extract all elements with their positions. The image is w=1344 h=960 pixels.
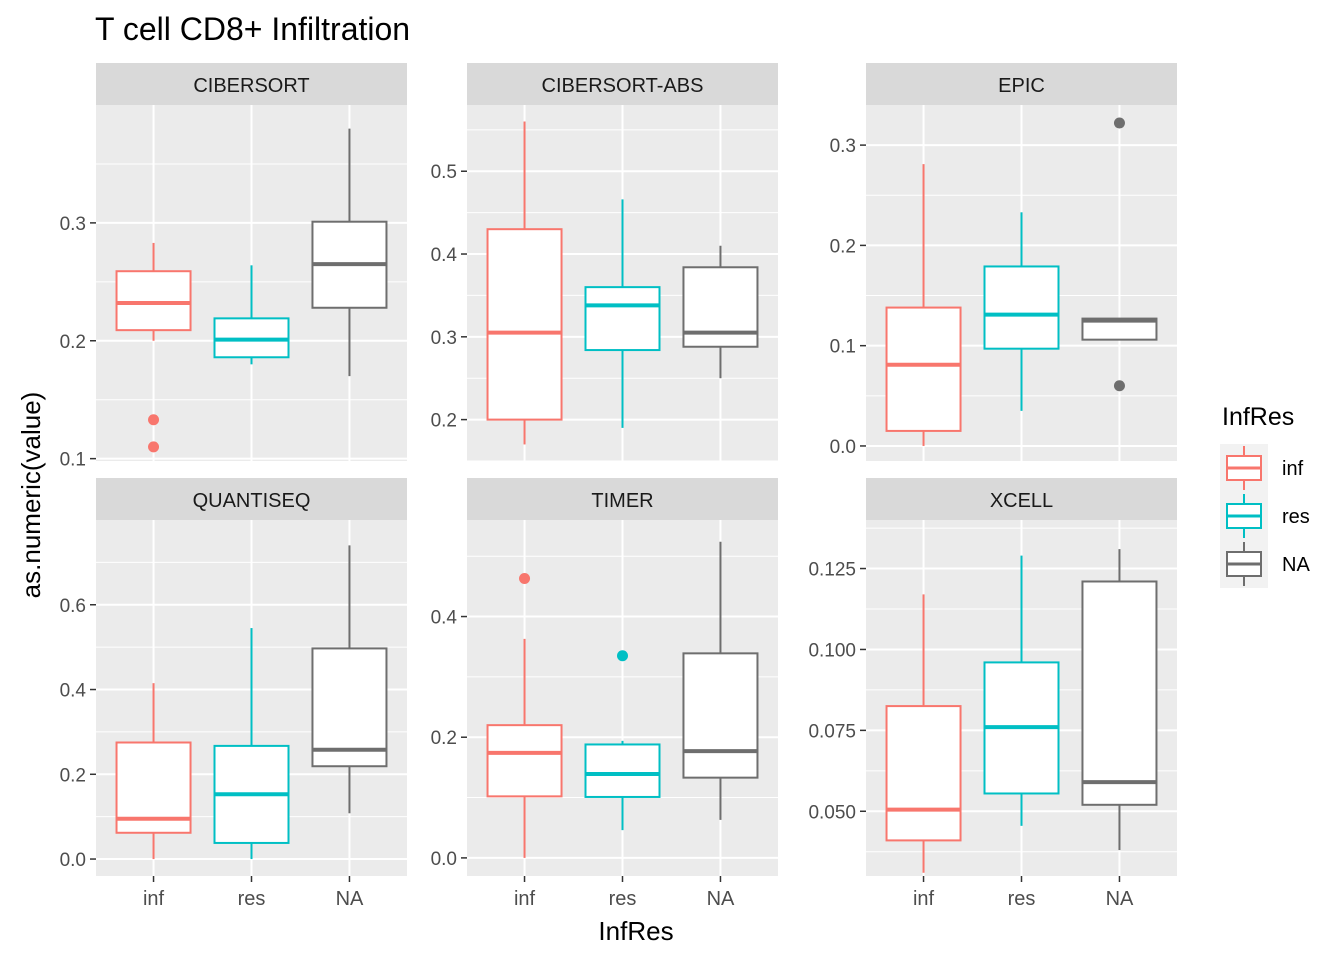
facet-strip [96,478,407,520]
y-tick-label: 0.2 [60,332,86,353]
legend-key-inf [1220,444,1268,492]
y-tick-label: 0.3 [60,214,86,235]
facet-panel-epic: EPIC 0.0 0.1 0.2 0.3 [830,63,1177,461]
y-tick-label: 0.6 [60,596,86,617]
box-iqr [486,228,563,421]
facet-panel-timer: TIMER 0.0 0.2 0.4 inf res NA [431,478,778,910]
facet-panels: CIBERSORT 0.1 0.2 0.3 CIBERSORT-ABS 0.2 0.3 0.4… [60,63,1177,910]
box-res [584,650,661,831]
box-iqr [311,647,388,768]
box-iqr [983,265,1060,350]
box-na [1081,117,1158,392]
box-iqr [1081,580,1158,806]
box-iqr [584,286,661,352]
box-res [213,265,290,365]
box-iqr [584,743,661,798]
y-tick-label: 0.0 [830,437,856,458]
box-iqr [885,306,962,432]
outlier-point [148,414,160,426]
y-tick-label: 0.1 [830,337,856,358]
x-tick-label: NA [336,888,364,910]
x-tick-label: inf [143,888,165,910]
box-inf [115,683,192,860]
x-tick-label: res [238,888,266,910]
box-na [682,541,759,820]
box-iqr [682,652,759,779]
facet-strip [467,63,778,105]
box-res [983,555,1060,826]
outlier-point [1113,380,1125,392]
box-iqr [1081,317,1158,341]
box-inf [885,594,962,873]
y-tick-label: 0.0 [60,850,86,871]
y-tick-label: 0.075 [808,721,856,742]
box-inf [486,573,563,858]
facet-strip [467,478,778,520]
y-tick-label: 0.125 [808,560,856,581]
y-tick-label: 0.3 [431,328,457,349]
facet-strip [866,478,1177,520]
facet-strip-label: QUANTISEQ [193,490,311,512]
box-iqr [486,724,563,798]
legend-title: InfRes [1222,403,1294,431]
y-tick-label: 0.5 [431,162,457,183]
x-tick-label: NA [707,888,735,910]
outlier-point [519,573,531,585]
y-tick-label: 0.4 [431,245,458,266]
box-inf [885,164,962,446]
legend-key-na [1220,540,1268,588]
y-tick-label: 0.4 [60,681,87,702]
box-inf [486,121,563,445]
outlier-point [617,650,628,662]
y-tick-label: 0.2 [431,411,457,432]
box-na [682,245,759,379]
facet-panel-quantiseq: QUANTISEQ 0.0 0.2 0.4 0.6 inf res NA [60,478,407,910]
facet-strip-label: XCELL [990,490,1053,512]
x-tick-label: res [609,888,637,910]
y-tick-label: 0.1 [60,450,86,471]
outlier-point [1113,117,1125,129]
x-tick-label: inf [514,888,536,910]
box-res [983,212,1060,411]
x-axis-label: InfRes [598,916,673,946]
facet-strip [96,63,407,105]
legend-label: NA [1282,554,1310,576]
y-tick-label: 0.2 [431,728,457,749]
box-inf [115,242,192,453]
legend-label: inf [1282,458,1304,480]
y-axis-label: as.numeric(value) [16,392,46,599]
y-tick-label: 0.100 [808,640,856,661]
facet-panel-cibersort-abs: CIBERSORT-ABS 0.2 0.3 0.4 0.5 [431,63,778,462]
box-iqr [885,705,962,842]
box-na [1081,549,1158,851]
facet-strip-label: CIBERSORT [193,75,309,97]
y-tick-label: 0.2 [830,236,856,257]
x-tick-label: res [1008,888,1036,910]
box-iqr [115,270,192,332]
x-tick-label: NA [1106,888,1134,910]
x-tick-label: inf [913,888,935,910]
facet-panel-cibersort: CIBERSORT 0.1 0.2 0.3 [60,63,407,471]
legend: InfRes inf res NA [1220,403,1310,588]
box-res [584,199,661,428]
y-tick-label: 0.050 [808,802,856,823]
facet-strip [866,63,1177,105]
chart-title: T cell CD8+ Infiltration [95,11,410,47]
facet-strip-label: EPIC [998,75,1045,97]
box-iqr [682,266,759,348]
box-res [213,628,290,860]
facet-panel-xcell: XCELL 0.050 0.075 0.100 0.125 inf res NA [808,478,1177,910]
outlier-point [148,441,160,453]
y-tick-label: 0.2 [60,765,86,786]
facet-strip-label: CIBERSORT-ABS [542,75,704,97]
y-tick-label: 0.4 [431,608,458,629]
box-na [311,545,388,814]
legend-key-res [1220,492,1268,540]
y-tick-label: 0.0 [431,849,457,870]
legend-label: res [1282,506,1310,528]
facet-strip-label: TIMER [591,490,653,512]
y-tick-label: 0.3 [830,136,856,157]
box-na [311,128,388,377]
